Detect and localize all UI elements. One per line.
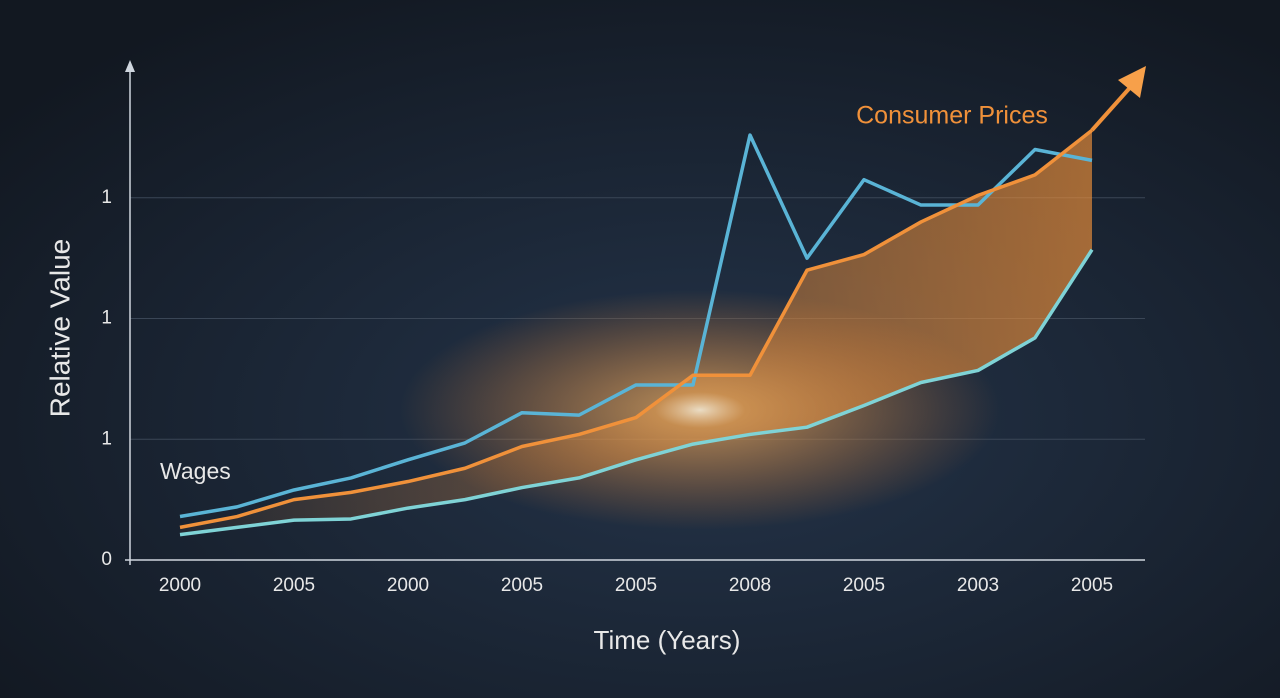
- trend-arrow-shaft: [1090, 80, 1137, 132]
- x-tick-label: 2005: [273, 575, 315, 596]
- x-tick-label: 2008: [729, 575, 771, 596]
- y-tick-label: 1: [101, 187, 112, 208]
- x-tick-label: 2005: [615, 575, 657, 596]
- y-tick-label: 1: [101, 308, 112, 329]
- series-line: [179, 128, 1094, 530]
- x-tick-label: 2005: [1071, 575, 1113, 596]
- x-tick-label: 2005: [501, 575, 543, 596]
- series-line: [179, 133, 1093, 519]
- y-tick-label: 0: [101, 549, 112, 570]
- x-axis-title: Time (Years): [594, 625, 741, 655]
- y-axis-title: Relative Value: [44, 239, 75, 417]
- series-line: [179, 248, 1094, 537]
- series-label: Consumer Prices: [856, 102, 1048, 130]
- y-tick-label: 1: [101, 428, 112, 449]
- x-tick-label: 2005: [843, 575, 885, 596]
- x-tick-label: 2000: [159, 575, 201, 596]
- x-tick-label: 2000: [387, 575, 429, 596]
- y-axis-arrow: [125, 60, 135, 72]
- series-label: Wages: [160, 458, 231, 484]
- x-tick-label: 2003: [957, 575, 999, 596]
- glow: [400, 290, 1000, 530]
- trend-arrow-head: [1118, 66, 1146, 98]
